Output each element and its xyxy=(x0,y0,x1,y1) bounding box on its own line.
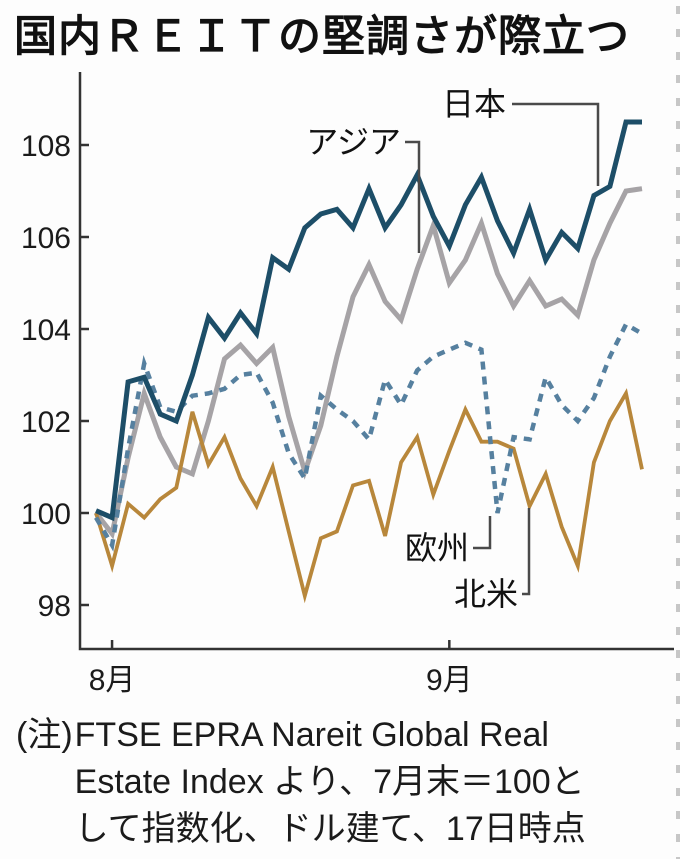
series-line-north-america xyxy=(94,388,644,604)
series-line-asia xyxy=(94,186,643,540)
series-label-japan: 日本 xyxy=(442,86,506,122)
y-tick-label: 102 xyxy=(21,406,71,439)
y-tick-label: 98 xyxy=(38,590,71,623)
label-connector-asia xyxy=(405,140,421,253)
y-tick-label: 100 xyxy=(21,498,71,531)
label-connector-europe xyxy=(473,516,492,550)
note-line: FTSE EPRA Nareit Global Real xyxy=(74,716,549,754)
x-tick-label: 8月 xyxy=(89,664,136,697)
series-line-japan xyxy=(95,119,642,522)
y-tick-label: 104 xyxy=(21,314,71,347)
label-connector-north-america xyxy=(522,508,531,596)
axes xyxy=(78,72,674,651)
series-label-north-america: 北米 xyxy=(454,576,518,612)
note-prefix: (注) xyxy=(16,716,73,754)
note-line: して指数化、ドル建て、17日時点 xyxy=(74,810,586,848)
chart-title: 国内ＲＥＩＴの堅調さが際立つ xyxy=(14,13,630,61)
right-dotted-border xyxy=(676,6,680,859)
series-label-asia: アジア xyxy=(306,124,401,160)
note-lines: FTSE EPRA Nareit Global Real Estate Inde… xyxy=(75,712,586,853)
series-line-europe xyxy=(94,321,644,552)
note-line: Estate Index より、7月末＝100と xyxy=(74,763,585,801)
y-tick-label: 108 xyxy=(21,130,71,163)
y-tick-label: 106 xyxy=(21,222,71,255)
source-note: (注) FTSE EPRA Nareit Global Real Estate … xyxy=(16,712,586,853)
x-tick-label: 9月 xyxy=(426,664,473,697)
series-label-europe: 欧州 xyxy=(405,530,469,566)
label-connector-japan xyxy=(512,102,600,186)
